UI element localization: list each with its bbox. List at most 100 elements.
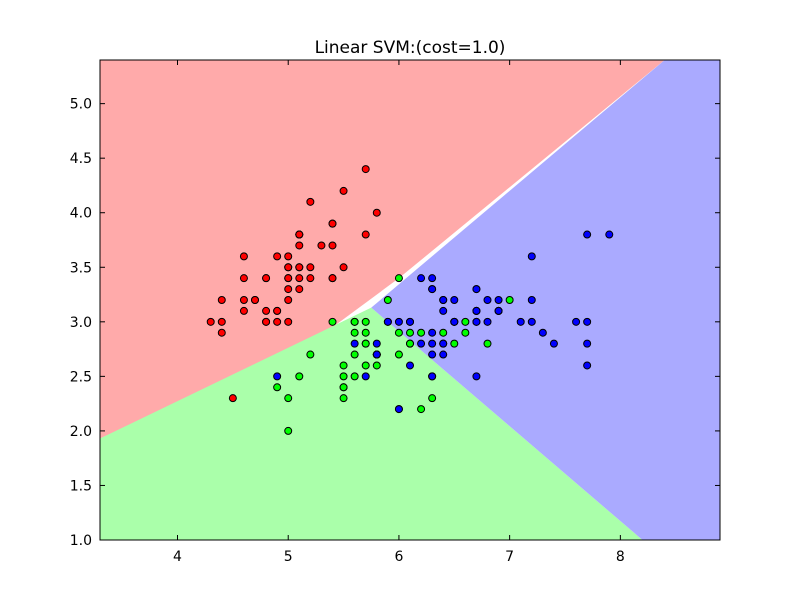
data-point-class-1 (461, 317, 470, 326)
data-point-class-1 (361, 328, 370, 337)
data-point-class-0 (361, 165, 370, 174)
data-point-class-2 (406, 317, 414, 326)
data-point-class-1 (339, 394, 348, 403)
data-point-class-1 (339, 383, 348, 392)
data-point-class-2 (394, 405, 403, 414)
x-tick-label: 5 (284, 549, 293, 565)
data-point-class-2 (472, 372, 481, 381)
data-point-class-2 (428, 274, 437, 283)
data-point-class-0 (295, 285, 304, 294)
data-point-class-1 (406, 328, 414, 337)
decision-regions (100, 60, 720, 540)
data-point-class-2 (527, 296, 536, 304)
data-point-class-2 (428, 339, 437, 348)
data-point-class-2 (605, 230, 614, 239)
data-point-class-0 (306, 274, 315, 283)
y-tick-label: 1.5 (70, 478, 92, 494)
data-point-class-2 (428, 372, 437, 381)
y-tick-label: 4.0 (70, 206, 92, 222)
data-point-class-2 (394, 317, 403, 326)
data-point-class-0 (295, 263, 304, 272)
data-point-class-1 (461, 328, 470, 337)
data-point-class-2 (417, 339, 426, 348)
data-point-class-2 (483, 317, 492, 326)
data-point-class-2 (494, 296, 503, 304)
data-point-class-1 (372, 361, 381, 370)
data-point-class-1 (505, 296, 514, 304)
data-point-class-0 (273, 252, 282, 261)
data-point-class-2 (372, 339, 381, 348)
data-point-class-0 (239, 252, 248, 261)
data-point-class-1 (350, 372, 359, 381)
data-point-class-2 (350, 339, 359, 348)
data-point-class-0 (339, 186, 348, 195)
data-point-class-0 (217, 328, 226, 337)
data-point-class-0 (251, 296, 259, 304)
y-tick-label: 2.0 (70, 424, 92, 440)
data-point-class-1 (394, 274, 403, 283)
data-point-class-0 (317, 241, 326, 250)
data-point-class-1 (394, 328, 403, 337)
data-point-class-1 (417, 328, 426, 337)
data-point-class-2 (439, 306, 448, 315)
y-tick-label: 1.0 (70, 533, 92, 549)
data-point-class-2 (428, 285, 437, 294)
data-point-class-0 (262, 306, 271, 315)
data-point-class-0 (262, 317, 271, 326)
data-point-class-2 (583, 317, 592, 326)
data-point-class-1 (450, 339, 459, 348)
data-point-class-0 (239, 306, 248, 315)
data-point-class-2 (516, 317, 525, 326)
data-point-class-1 (417, 405, 426, 414)
data-point-class-2 (549, 339, 558, 348)
data-point-class-2 (439, 350, 448, 359)
x-tick-label: 7 (505, 549, 514, 565)
data-point-class-2 (527, 252, 536, 261)
data-point-class-0 (206, 317, 215, 326)
data-point-class-0 (273, 317, 282, 326)
data-point-class-1 (406, 339, 414, 348)
data-point-class-0 (284, 317, 293, 326)
data-point-class-2 (372, 350, 381, 359)
data-point-class-1 (328, 317, 337, 326)
data-point-class-1 (306, 350, 315, 359)
data-point-class-1 (350, 328, 359, 337)
data-point-class-0 (284, 274, 293, 283)
data-point-class-2 (450, 296, 459, 304)
decision-region-class-2 (371, 60, 720, 540)
data-point-class-2 (483, 296, 492, 304)
data-point-class-0 (239, 274, 248, 283)
data-point-class-1 (339, 372, 348, 381)
data-point-class-2 (583, 339, 592, 348)
data-point-class-1 (483, 339, 492, 348)
decision-region-class-0 (100, 60, 665, 439)
data-point-class-1 (350, 317, 359, 326)
y-tick-label: 5.0 (70, 97, 92, 113)
data-point-class-2 (417, 274, 426, 283)
data-point-class-0 (361, 230, 370, 239)
data-point-class-1 (439, 328, 448, 337)
decision-region-class-1 (100, 307, 643, 540)
data-point-class-1 (350, 350, 359, 359)
y-tick-label: 3.5 (70, 260, 92, 276)
data-point-class-1 (428, 394, 437, 403)
data-point-class-0 (284, 263, 293, 272)
data-point-class-2 (406, 361, 414, 370)
data-point-class-0 (306, 197, 315, 206)
data-point-class-0 (239, 296, 248, 304)
data-point-class-0 (273, 306, 282, 315)
data-point-class-1 (295, 372, 304, 381)
data-point-class-2 (428, 328, 437, 337)
data-point-class-1 (284, 394, 293, 403)
data-point-class-0 (295, 230, 304, 239)
data-point-class-2 (472, 306, 481, 315)
data-point-class-2 (439, 296, 448, 304)
data-point-class-2 (428, 350, 437, 359)
data-point-class-1 (361, 339, 370, 348)
data-point-class-1 (394, 350, 403, 359)
data-point-class-2 (538, 328, 547, 337)
data-point-class-0 (328, 219, 337, 228)
data-point-class-0 (262, 274, 271, 283)
x-tick-label: 6 (394, 549, 403, 565)
data-point-class-0 (372, 208, 381, 217)
